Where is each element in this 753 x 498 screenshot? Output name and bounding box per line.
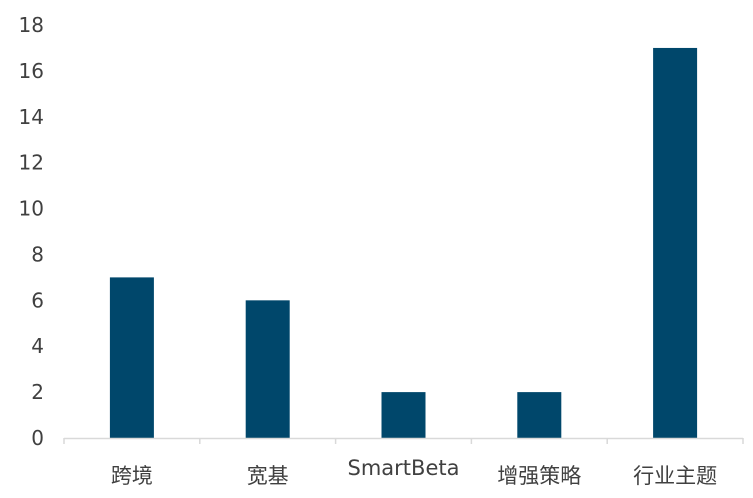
y-tick-label: 0 <box>31 426 44 450</box>
y-tick-label: 8 <box>31 242 44 266</box>
x-category-label: 行业主题 <box>633 464 717 488</box>
y-tick-label: 10 <box>19 197 44 221</box>
y-tick-label: 2 <box>31 380 44 404</box>
x-axis-labels: 跨境 宽基 SmartBeta 增强策略 行业主题 <box>111 456 717 488</box>
y-tick-label: 18 <box>19 13 44 37</box>
x-category-label: 跨境 <box>111 464 153 488</box>
bar <box>381 392 426 438</box>
y-tick-label: 16 <box>19 59 44 83</box>
bars <box>109 47 698 438</box>
bar <box>245 300 290 438</box>
y-tick-label: 12 <box>19 151 44 175</box>
x-category-label: 增强策略 <box>497 464 581 488</box>
y-tick-label: 14 <box>19 105 44 129</box>
x-category-label: SmartBeta <box>348 456 460 480</box>
x-axis <box>63 437 744 444</box>
x-category-label: 宽基 <box>247 464 289 488</box>
bar <box>109 277 154 438</box>
bar <box>653 47 698 438</box>
bar <box>517 392 562 438</box>
y-tick-label: 6 <box>31 288 44 312</box>
y-axis-ticks: 0 2 4 6 8 10 12 14 16 18 <box>19 13 44 450</box>
y-tick-label: 4 <box>31 334 44 358</box>
